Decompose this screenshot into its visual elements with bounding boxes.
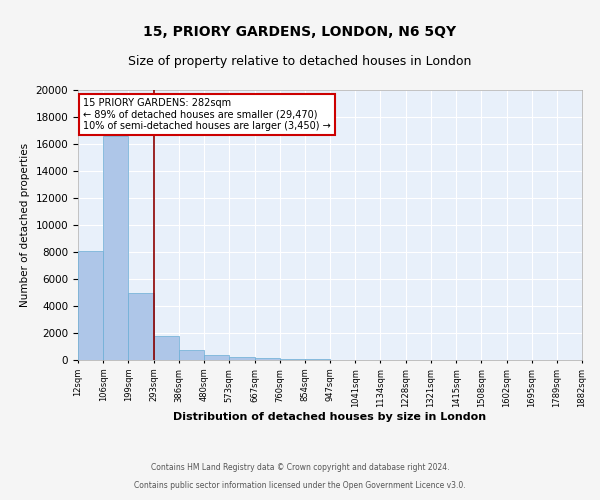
Bar: [179, 350, 204, 360]
Bar: [154, 336, 179, 360]
Bar: [78, 252, 103, 360]
Bar: [229, 357, 254, 360]
X-axis label: Distribution of detached houses by size in London: Distribution of detached houses by size …: [173, 412, 487, 422]
Y-axis label: Number of detached properties: Number of detached properties: [20, 143, 30, 307]
Bar: [103, 136, 128, 360]
Bar: [280, 358, 305, 360]
Text: 15 PRIORY GARDENS: 282sqm
← 89% of detached houses are smaller (29,470)
10% of s: 15 PRIORY GARDENS: 282sqm ← 89% of detac…: [83, 98, 331, 132]
Bar: [254, 358, 280, 360]
Text: Contains HM Land Registry data © Crown copyright and database right 2024.: Contains HM Land Registry data © Crown c…: [151, 464, 449, 472]
Text: Size of property relative to detached houses in London: Size of property relative to detached ho…: [128, 55, 472, 68]
Text: 15, PRIORY GARDENS, LONDON, N6 5QY: 15, PRIORY GARDENS, LONDON, N6 5QY: [143, 25, 457, 39]
Bar: [128, 292, 154, 360]
Text: Contains public sector information licensed under the Open Government Licence v3: Contains public sector information licen…: [134, 481, 466, 490]
Bar: [204, 354, 229, 360]
